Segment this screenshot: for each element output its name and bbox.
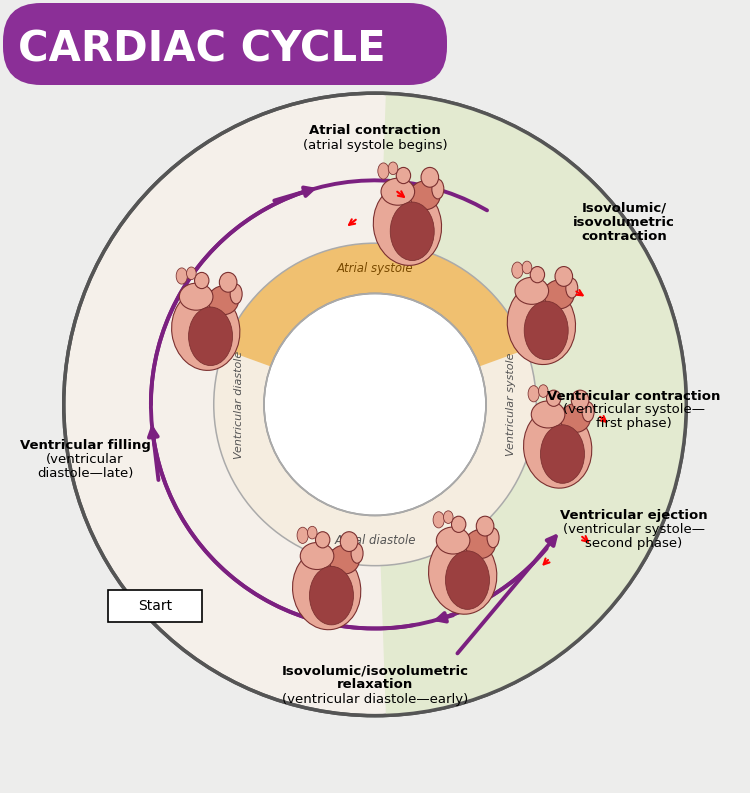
Text: diastole—late): diastole—late) [37, 468, 134, 481]
Ellipse shape [340, 532, 358, 551]
Ellipse shape [300, 542, 334, 569]
Text: isovolumetric: isovolumetric [573, 216, 675, 228]
Text: Ventricular systole: Ventricular systole [506, 353, 516, 456]
Ellipse shape [541, 425, 584, 483]
Ellipse shape [566, 278, 578, 298]
Ellipse shape [512, 262, 523, 278]
Ellipse shape [560, 404, 590, 432]
Ellipse shape [187, 267, 196, 280]
Ellipse shape [465, 530, 496, 558]
Circle shape [214, 243, 536, 565]
Ellipse shape [329, 546, 359, 574]
Ellipse shape [219, 273, 237, 292]
Ellipse shape [582, 402, 594, 422]
Text: Atrial contraction: Atrial contraction [309, 125, 441, 137]
Text: Start: Start [138, 599, 172, 613]
Text: CARDIAC CYCLE: CARDIAC CYCLE [18, 29, 386, 71]
FancyBboxPatch shape [3, 3, 447, 85]
Ellipse shape [522, 261, 532, 274]
Ellipse shape [524, 301, 568, 360]
Ellipse shape [547, 390, 561, 406]
Ellipse shape [436, 527, 470, 554]
Text: Atrial diastole: Atrial diastole [334, 534, 416, 547]
Ellipse shape [378, 163, 389, 179]
Text: Atrial systole: Atrial systole [337, 262, 413, 275]
Ellipse shape [410, 181, 440, 209]
Ellipse shape [432, 179, 444, 199]
Ellipse shape [316, 532, 330, 548]
Ellipse shape [507, 284, 575, 365]
Circle shape [264, 293, 486, 515]
Ellipse shape [555, 266, 572, 286]
Ellipse shape [476, 516, 494, 536]
Wedge shape [224, 243, 526, 404]
Text: relaxation: relaxation [337, 679, 413, 691]
Text: (ventricular systole—: (ventricular systole— [563, 404, 705, 416]
Ellipse shape [310, 566, 353, 625]
Text: (ventricular systole—: (ventricular systole— [563, 523, 705, 537]
Ellipse shape [308, 527, 317, 539]
Ellipse shape [374, 185, 442, 266]
Ellipse shape [381, 178, 415, 205]
Ellipse shape [172, 289, 240, 370]
Text: Ventricular contraction: Ventricular contraction [548, 389, 721, 403]
Ellipse shape [572, 390, 589, 410]
Ellipse shape [292, 549, 361, 630]
Ellipse shape [531, 401, 565, 428]
Text: Ventricular ejection: Ventricular ejection [560, 509, 708, 523]
Ellipse shape [544, 280, 574, 308]
Ellipse shape [297, 527, 308, 543]
Ellipse shape [209, 286, 238, 315]
Ellipse shape [443, 511, 453, 523]
Wedge shape [375, 94, 686, 715]
Text: (ventricular: (ventricular [46, 454, 124, 466]
Ellipse shape [194, 273, 209, 289]
Ellipse shape [388, 162, 398, 174]
Ellipse shape [452, 516, 466, 532]
Text: Isovolumic/: Isovolumic/ [581, 201, 667, 214]
Text: Ventricular diastole: Ventricular diastole [234, 351, 244, 458]
Text: (atrial systole begins): (atrial systole begins) [303, 139, 447, 151]
Ellipse shape [528, 385, 539, 402]
Ellipse shape [446, 551, 490, 609]
Ellipse shape [396, 167, 411, 184]
Text: contraction: contraction [581, 229, 667, 243]
Ellipse shape [428, 534, 496, 615]
Text: (ventricular diastole—early): (ventricular diastole—early) [282, 692, 468, 706]
Ellipse shape [487, 528, 499, 548]
Ellipse shape [515, 278, 548, 305]
Circle shape [64, 94, 686, 715]
Ellipse shape [421, 167, 439, 187]
Ellipse shape [230, 284, 242, 304]
Ellipse shape [179, 283, 213, 310]
Text: Ventricular filling: Ventricular filling [20, 439, 151, 453]
Text: Isovolumic/isovolumetric: Isovolumic/isovolumetric [281, 665, 469, 677]
Ellipse shape [176, 268, 188, 284]
Ellipse shape [351, 543, 363, 563]
Text: second phase): second phase) [585, 538, 682, 550]
Ellipse shape [390, 202, 434, 261]
Ellipse shape [538, 385, 548, 397]
Text: first phase): first phase) [596, 417, 672, 431]
Ellipse shape [530, 266, 544, 283]
Ellipse shape [188, 307, 232, 366]
Ellipse shape [524, 408, 592, 488]
FancyBboxPatch shape [108, 590, 202, 622]
Ellipse shape [433, 511, 444, 528]
